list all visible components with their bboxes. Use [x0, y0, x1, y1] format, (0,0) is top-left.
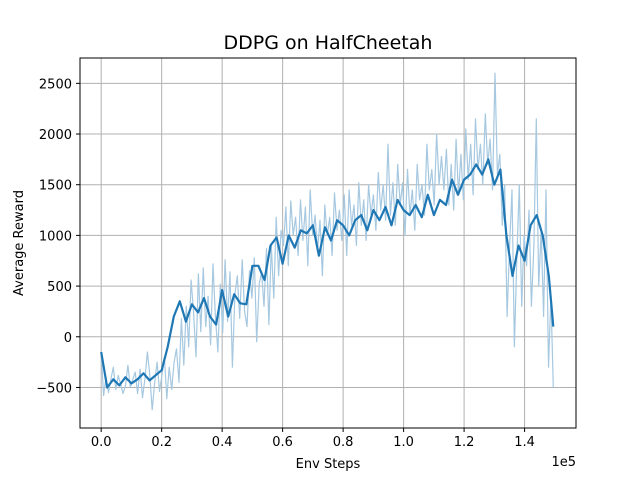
x-axis-ticks: 0.0 0.2 0.4 0.6 0.8 1.0 1.2 1.4	[91, 428, 535, 450]
y-tick-label: 2500	[39, 77, 72, 92]
plot-area-background	[80, 58, 576, 428]
x-tick-label: 1.0	[393, 435, 414, 450]
x-tick-label: 1.4	[514, 435, 535, 450]
smoothed-series-layer	[100, 158, 555, 389]
grid-lines	[80, 58, 576, 428]
x-tick-label: 0.2	[151, 435, 172, 450]
x-tick-label: 0.8	[333, 435, 354, 450]
y-tick-label: 500	[47, 280, 72, 295]
y-axis-ticks: −500 0 500 1000 1500 2000 2500	[36, 77, 80, 396]
y-tick-label: 1500	[39, 179, 72, 194]
chart-title: DDPG on HalfCheetah	[224, 32, 433, 54]
y-tick-label: 1000	[39, 229, 72, 244]
y-axis-label: Average Reward	[12, 190, 27, 296]
x-tick-label: 0.4	[212, 435, 233, 450]
x-tick-label: 0.0	[91, 435, 112, 450]
x-tick-label: 1.2	[454, 435, 475, 450]
y-tick-label: 0	[64, 331, 72, 346]
x-axis-offset-label: 1e5	[551, 455, 576, 470]
plot-area-frame	[79, 57, 577, 429]
series-line-smoothed-reward	[100, 158, 555, 389]
x-tick-label: 0.6	[272, 435, 293, 450]
y-tick-label: 2000	[39, 128, 72, 143]
x-axis-label: Env Steps	[296, 457, 361, 472]
y-tick-label: −500	[36, 381, 72, 396]
